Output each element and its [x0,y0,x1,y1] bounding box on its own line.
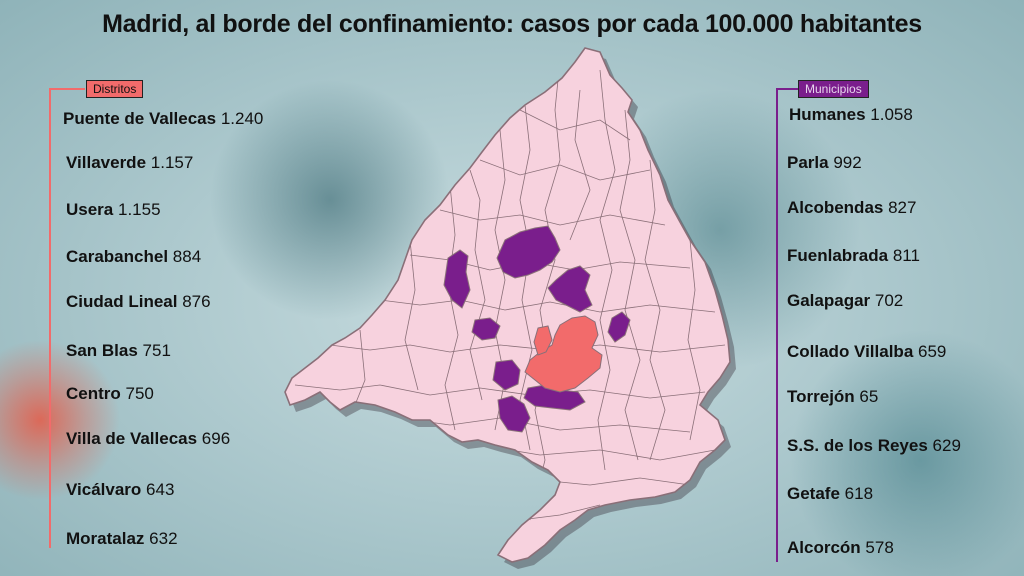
distrito-value: 750 [125,384,154,403]
list-item: Villaverde 1.157 [66,153,193,173]
municipio-value: 1.058 [870,105,913,124]
list-item: Torrejón 65 [787,387,878,407]
distrito-value: 632 [149,529,178,548]
municipio-name: Getafe [787,484,840,503]
distrito-name: Puente de Vallecas [63,109,217,128]
distrito-name: Villaverde [66,153,147,172]
list-item: Humanes 1.058 [789,105,913,125]
list-item: San Blas 751 [66,341,171,361]
list-item: Vicálvaro 643 [66,480,174,500]
distritos-legend-tag: Distritos [86,80,144,98]
municipio-name: Torrejón [787,387,855,406]
municipio-shape [443,249,471,309]
municipio-shape [497,395,531,433]
municipio-name: Alcobendas [787,198,884,217]
distrito-value: 751 [142,341,171,360]
list-item: Centro 750 [66,384,154,404]
distrito-name: San Blas [66,341,138,360]
list-item: Fuenlabrada 811 [787,246,920,266]
list-item: Usera 1.155 [66,200,161,220]
distrito-name: Ciudad Lineal [66,292,178,311]
list-item: Galapagar 702 [787,291,903,311]
distritos-bracket-tick [49,88,85,90]
list-item: Getafe 618 [787,484,873,504]
municipio-value: 702 [874,291,904,310]
municipio-value: 992 [833,153,862,172]
municipios-highlight [443,225,631,433]
distrito-name: Moratalaz [66,529,145,548]
municipal-borders [294,59,726,521]
municipio-value: 659 [918,342,947,361]
list-item: Villa de Vallecas 696 [66,429,230,449]
list-item: Ciudad Lineal 876 [66,292,211,312]
distritos-highlight [524,315,603,393]
municipio-name: S.S. de los Reyes [787,436,928,455]
distrito-value: 1.157 [150,153,194,172]
page-title: Madrid, al borde del confinamiento: caso… [102,10,922,38]
municipio-value: 618 [844,484,874,503]
municipio-name: Humanes [789,105,866,124]
distrito-value: 1.155 [118,200,161,219]
distrito-name: Carabanchel [66,247,169,266]
municipios-bracket-tick [776,88,798,90]
distrito-value: 1.240 [220,109,264,128]
municipio-shape [471,317,501,341]
municipios-bracket-line [776,88,778,562]
list-item: Alcorcón 578 [787,538,894,558]
municipios-legend-tag: Municipios [798,80,869,98]
distrito-name: Usera [66,200,114,219]
list-item: Puente de Vallecas 1.240 [63,109,263,129]
list-item: S.S. de los Reyes 629 [787,436,961,456]
municipio-name: Galapagar [787,291,871,310]
list-item: Parla 992 [787,153,862,173]
list-item: Collado Villalba 659 [787,342,946,362]
municipio-value: 629 [932,436,961,455]
municipio-name: Parla [787,153,829,172]
distrito-value: 643 [146,480,175,499]
list-item: Carabanchel 884 [66,247,201,267]
municipio-name: Fuenlabrada [787,246,889,265]
list-item: Moratalaz 632 [66,529,178,549]
distrito-value: 884 [172,247,202,266]
municipio-name: Collado Villalba [787,342,914,361]
distrito-shape [533,325,553,356]
region-outline [284,47,731,563]
distrito-name: Vicálvaro [66,480,142,499]
distrito-value: 876 [182,292,211,311]
municipio-shape [607,311,631,343]
distrito-value: 696 [201,429,231,448]
distritos-bracket-line [49,88,51,548]
distrito-name: Centro [66,384,121,403]
municipio-shape [496,225,561,279]
municipio-shape [492,359,521,391]
municipio-value: 811 [892,246,920,265]
municipio-shape [547,265,593,313]
municipio-name: Alcorcón [787,538,861,557]
distrito-name: Villa de Vallecas [66,429,198,448]
municipio-value: 827 [888,198,917,217]
municipio-value: 578 [865,538,894,557]
list-item: Alcobendas 827 [787,198,916,218]
municipio-value: 65 [859,387,879,406]
